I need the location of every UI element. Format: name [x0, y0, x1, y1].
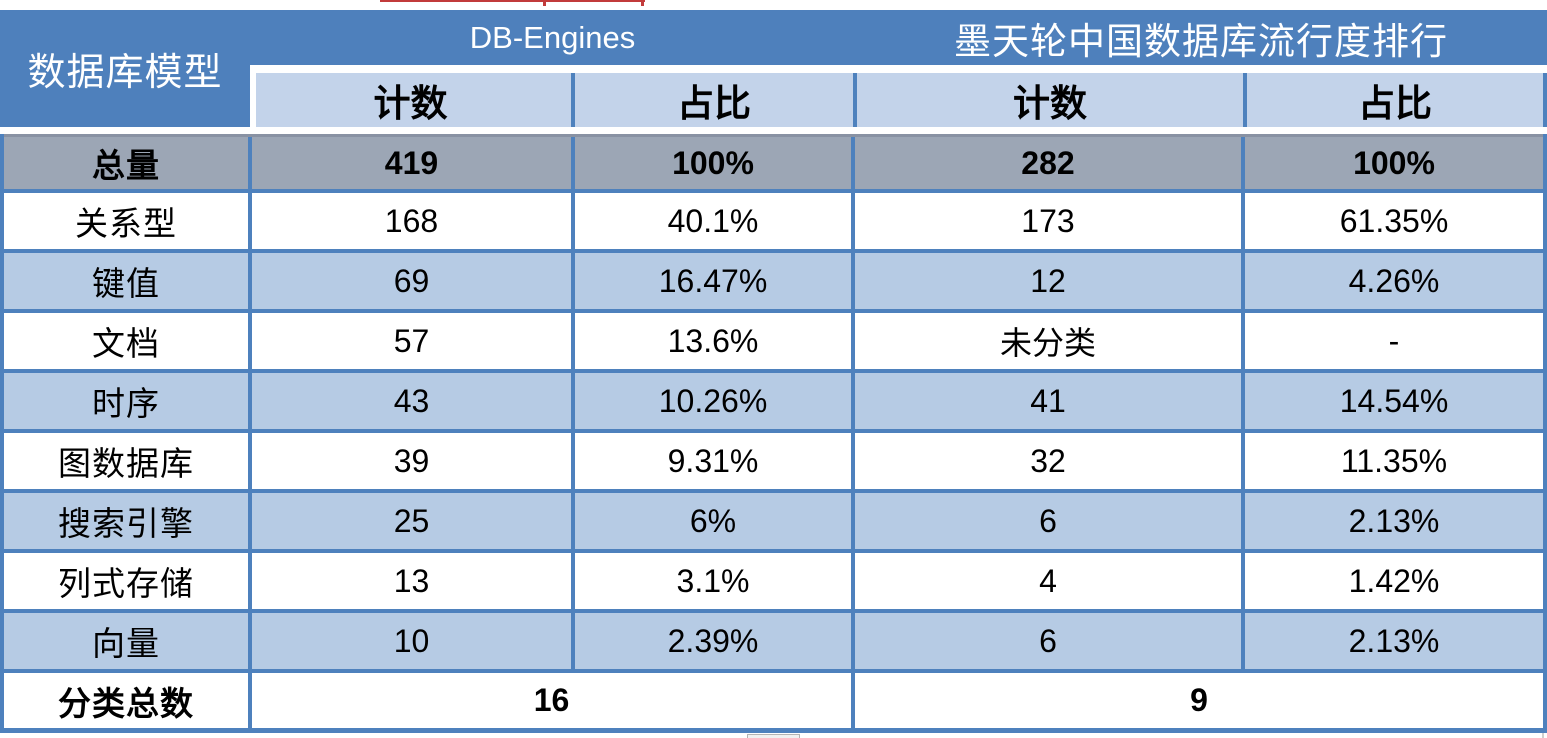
table-row: 图数据库 39 9.31% 32 11.35% — [4, 433, 1543, 489]
value-cell: 13 — [252, 553, 571, 609]
value-cell: 100% — [1245, 137, 1543, 189]
motianlun-group-header: 墨天轮中国数据库流行度排行 — [954, 21, 1448, 63]
value-cell: 61.35% — [1245, 193, 1543, 249]
below-table-margin — [0, 733, 1547, 738]
row-label-cell: 搜索引擎 — [4, 493, 248, 549]
red-underline-artifact — [641, 0, 644, 6]
database-model-comparison-table: 数据库模型 DB-Engines 墨天轮中国数据库流行度排行 计数 占比 计数 … — [0, 10, 1547, 733]
table-row: 时序 43 10.26% 41 14.54% — [4, 373, 1543, 429]
table-row: 文档 57 13.6% 未分类 - — [4, 313, 1543, 369]
count-header-db-engines: 计数 — [250, 73, 571, 127]
value-cell: 282 — [855, 137, 1241, 189]
red-underline-artifact — [380, 0, 645, 2]
value-cell: 1.42% — [1245, 553, 1543, 609]
value-cell: 43 — [252, 373, 571, 429]
table-header: 数据库模型 DB-Engines 墨天轮中国数据库流行度排行 计数 占比 计数 … — [0, 10, 1547, 127]
value-cell: 173 — [855, 193, 1241, 249]
value-cell: 6 — [855, 493, 1241, 549]
table-row-total: 总量 419 100% 282 100% — [4, 134, 1543, 189]
value-cell: 69 — [252, 253, 571, 309]
value-cell: 9.31% — [575, 433, 851, 489]
value-cell: 419 — [252, 137, 571, 189]
group-header-row: DB-Engines 墨天轮中国数据库流行度排行 — [250, 10, 1547, 65]
corner-header-cell: 数据库模型 — [0, 10, 250, 127]
table-row: 向量 10 2.39% 6 2.13% — [4, 613, 1543, 669]
table-row: 关系型 168 40.1% 173 61.35% — [4, 193, 1543, 249]
sub-header-row: 计数 占比 计数 占比 — [250, 73, 1547, 127]
table-row-category-total: 分类总数 16 9 — [4, 673, 1543, 728]
value-cell: 57 — [252, 313, 571, 369]
row-label-cell: 时序 — [4, 373, 248, 429]
table-row: 列式存储 13 3.1% 4 1.42% — [4, 553, 1543, 609]
row-label-cell: 图数据库 — [4, 433, 248, 489]
merged-value-cell: 16 — [252, 673, 851, 728]
gridline-artifact — [1542, 733, 1544, 738]
value-cell: 3.1% — [575, 553, 851, 609]
row-label-cell: 总量 — [4, 137, 248, 189]
value-cell: 100% — [575, 137, 851, 189]
merged-value-cell: 9 — [855, 673, 1543, 728]
row-label-cell: 分类总数 — [4, 673, 248, 728]
row-label-cell: 键值 — [4, 253, 248, 309]
value-cell: 10.26% — [575, 373, 851, 429]
header-divider — [250, 65, 256, 127]
row-label-cell: 列式存储 — [4, 553, 248, 609]
row-label-cell: 关系型 — [4, 193, 248, 249]
table-row: 键值 69 16.47% 12 4.26% — [4, 253, 1543, 309]
gridline-artifact — [747, 734, 800, 738]
value-cell: 32 — [855, 433, 1241, 489]
value-cell: 2.13% — [1245, 613, 1543, 669]
value-cell: 6% — [575, 493, 851, 549]
value-cell: 40.1% — [575, 193, 851, 249]
value-cell: 2.13% — [1245, 493, 1543, 549]
value-cell: 41 — [855, 373, 1241, 429]
row-label-cell: 文档 — [4, 313, 248, 369]
db-engines-group-header: DB-Engines — [469, 19, 636, 55]
header-body-divider — [0, 127, 1547, 134]
value-cell: 未分类 — [855, 313, 1241, 369]
value-cell: 2.39% — [575, 613, 851, 669]
value-cell: 4.26% — [1245, 253, 1543, 309]
value-cell: 11.35% — [1245, 433, 1543, 489]
share-header-motianlun: 占比 — [1243, 73, 1543, 127]
value-cell: 39 — [252, 433, 571, 489]
value-cell: 12 — [855, 253, 1241, 309]
table-row: 搜索引擎 25 6% 6 2.13% — [4, 493, 1543, 549]
value-cell: 14.54% — [1245, 373, 1543, 429]
value-cell: 25 — [252, 493, 571, 549]
red-underline-artifact — [543, 0, 546, 6]
header-right-block: DB-Engines 墨天轮中国数据库流行度排行 计数 占比 计数 占比 — [250, 10, 1547, 127]
value-cell: 168 — [252, 193, 571, 249]
value-cell: - — [1245, 313, 1543, 369]
value-cell: 6 — [855, 613, 1241, 669]
value-cell: 4 — [855, 553, 1241, 609]
value-cell: 13.6% — [575, 313, 851, 369]
row-label-cell: 向量 — [4, 613, 248, 669]
header-divider — [250, 65, 1547, 73]
table-body: 总量 419 100% 282 100% 关系型 168 40.1% 173 6… — [0, 134, 1547, 733]
count-header-motianlun: 计数 — [853, 73, 1243, 127]
share-header-db-engines: 占比 — [571, 73, 853, 127]
value-cell: 16.47% — [575, 253, 851, 309]
value-cell: 10 — [252, 613, 571, 669]
